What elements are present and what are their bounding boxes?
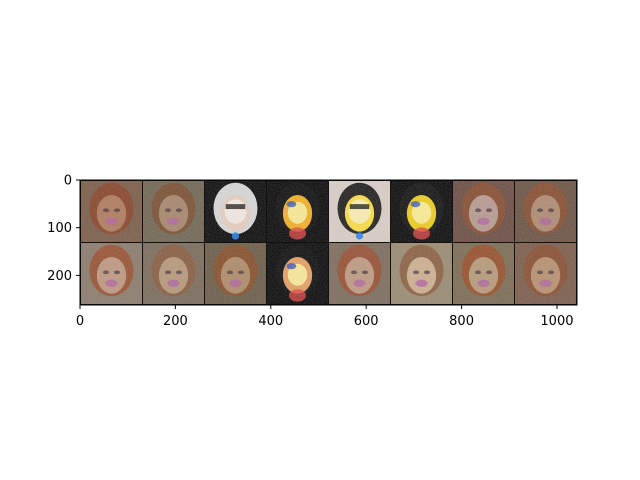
y-tick-label: 200 xyxy=(47,269,72,284)
x-tick-label: 1000 xyxy=(540,314,573,329)
x-tick-label: 400 xyxy=(258,314,283,329)
x-tick-label: 600 xyxy=(354,314,379,329)
image-tile xyxy=(266,180,329,243)
image-tile xyxy=(266,242,329,305)
x-tick-label: 200 xyxy=(163,314,188,329)
image-tile xyxy=(452,242,515,305)
image-grid xyxy=(80,180,577,305)
y-axis: 0 100 200 xyxy=(47,174,80,284)
image-tile xyxy=(390,242,453,305)
image-tile xyxy=(142,180,205,243)
image-tile xyxy=(142,242,205,305)
image-tile xyxy=(514,180,577,243)
x-tick-label: 800 xyxy=(449,314,474,329)
image-tile xyxy=(452,180,515,243)
y-tick-label: 100 xyxy=(47,221,72,236)
image-tile xyxy=(204,180,267,243)
image-tile xyxy=(80,180,143,243)
x-tick-label: 0 xyxy=(76,314,84,329)
image-tile xyxy=(204,242,267,305)
image-tile xyxy=(328,180,391,243)
image-tile xyxy=(328,242,391,305)
image-tile xyxy=(514,242,577,305)
axes-frame xyxy=(79,179,578,306)
y-tick-label: 0 xyxy=(64,174,72,189)
image-tile xyxy=(390,180,453,243)
image-tile xyxy=(80,242,143,305)
x-axis: 0 200 400 600 800 1000 xyxy=(76,305,574,329)
